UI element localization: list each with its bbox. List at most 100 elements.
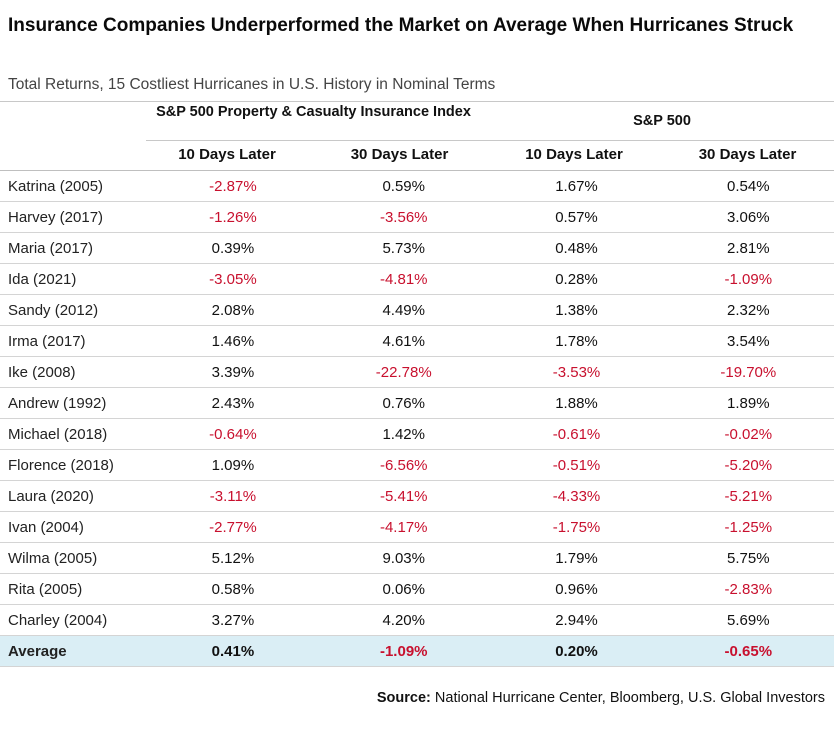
return-cell: -0.64%: [148, 418, 318, 450]
hurricane-name: Katrina (2005): [0, 171, 149, 202]
hurricane-name: Ivan (2004): [0, 511, 149, 543]
return-cell: -19.70%: [662, 356, 834, 388]
return-cell: 1.79%: [490, 542, 663, 574]
returns-table: Katrina (2005) -2.87% 0.59% 1.67% 0.54% Harve…: [0, 171, 834, 667]
return-cell: -0.51%: [490, 449, 663, 481]
source-label: Source:: [376, 690, 431, 706]
average-label: Average: [0, 635, 149, 667]
return-cell: 2.94%: [490, 604, 663, 636]
column-header-insurance-30d: 30 Days Later: [350, 146, 449, 163]
column-header-insurance-10d: 10 Days Later: [178, 146, 276, 163]
hurricane-name: Laura (2020): [0, 480, 149, 512]
return-cell: -4.81%: [317, 263, 491, 295]
hurricane-name: Sandy (2012): [0, 294, 149, 326]
hurricane-name: Irma (2017): [0, 325, 149, 357]
return-cell: -1.75%: [490, 511, 663, 543]
table-row: Ida (2021) -3.05% -4.81% 0.28% -1.09%: [0, 263, 834, 295]
return-cell: -5.20%: [662, 449, 834, 481]
return-cell: -1.09%: [662, 263, 834, 295]
return-cell: 0.39%: [148, 232, 318, 264]
hurricane-name: Harvey (2017): [0, 201, 149, 233]
table-row: Sandy (2012) 2.08% 4.49% 1.38% 2.32%: [0, 294, 834, 326]
return-cell: 9.03%: [317, 542, 491, 574]
top-rule: [0, 101, 834, 102]
return-cell: -3.05%: [148, 263, 318, 295]
return-cell: 5.73%: [317, 232, 491, 264]
return-cell: -6.56%: [317, 449, 491, 481]
return-cell: 0.96%: [490, 573, 663, 605]
return-cell: -5.41%: [317, 480, 491, 512]
chart-subtitle: Total Returns, 15 Costliest Hurricanes i…: [8, 76, 496, 93]
source-text: National Hurricane Center, Bloomberg, U.…: [434, 690, 825, 706]
hurricane-name: Charley (2004): [0, 604, 149, 636]
hurricane-name: Rita (2005): [0, 573, 149, 605]
table-row: Irma (2017) 1.46% 4.61% 1.78% 3.54%: [0, 325, 834, 357]
return-cell: -3.11%: [148, 480, 318, 512]
return-cell: -5.21%: [662, 480, 834, 512]
return-cell: -4.33%: [490, 480, 663, 512]
hurricane-name: Michael (2018): [0, 418, 149, 450]
return-cell: -0.65%: [662, 635, 834, 667]
return-cell: 2.08%: [148, 294, 318, 326]
return-cell: 3.27%: [148, 604, 318, 636]
table-row: Wilma (2005) 5.12% 9.03% 1.79% 5.75%: [0, 542, 834, 574]
table-row: Charley (2004) 3.27% 4.20% 2.94% 5.69%: [0, 604, 834, 636]
hurricane-name: Wilma (2005): [0, 542, 149, 574]
source-note: Source: National Hurricane Center, Bloom…: [377, 690, 825, 706]
return-cell: -2.87%: [148, 171, 318, 202]
return-cell: -22.78%: [317, 356, 491, 388]
return-cell: 3.54%: [662, 325, 834, 357]
return-cell: 1.89%: [662, 387, 834, 419]
hurricane-name: Maria (2017): [0, 232, 149, 264]
group-header-sp500: S&P 500: [633, 113, 691, 129]
column-header-sp500-30d: 30 Days Later: [698, 146, 797, 163]
return-cell: 0.06%: [317, 573, 491, 605]
return-cell: 3.06%: [662, 201, 834, 233]
return-cell: 0.28%: [490, 263, 663, 295]
return-cell: 0.59%: [317, 171, 491, 202]
table-row: Ike (2008) 3.39% -22.78% -3.53% -19.70%: [0, 356, 834, 388]
group-rule: [146, 140, 834, 141]
table-row: Michael (2018) -0.64% 1.42% -0.61% -0.02%: [0, 418, 834, 450]
return-cell: 1.42%: [317, 418, 491, 450]
return-cell: 2.81%: [662, 232, 834, 264]
return-cell: 1.88%: [490, 387, 663, 419]
return-cell: -4.17%: [317, 511, 491, 543]
table-row: Maria (2017) 0.39% 5.73% 0.48% 2.81%: [0, 232, 834, 264]
column-header-sp500-10d: 10 Days Later: [525, 146, 623, 163]
return-cell: 2.43%: [148, 387, 318, 419]
return-cell: 0.57%: [490, 201, 663, 233]
return-cell: 5.75%: [662, 542, 834, 574]
group-header-insurance: S&P 500 Property & Casualty Insurance In…: [156, 104, 471, 120]
hurricane-name: Ida (2021): [0, 263, 149, 295]
header-rule: [0, 170, 834, 171]
return-cell: 1.38%: [490, 294, 663, 326]
return-cell: -0.61%: [490, 418, 663, 450]
return-cell: -2.77%: [148, 511, 318, 543]
table-row: Katrina (2005) -2.87% 0.59% 1.67% 0.54%: [0, 171, 834, 202]
return-cell: 3.39%: [148, 356, 318, 388]
return-cell: -2.83%: [662, 573, 834, 605]
return-cell: 1.78%: [490, 325, 663, 357]
return-cell: 5.69%: [662, 604, 834, 636]
return-cell: 0.76%: [317, 387, 491, 419]
table-row: Ivan (2004) -2.77% -4.17% -1.75% -1.25%: [0, 511, 834, 543]
return-cell: 0.20%: [490, 635, 663, 667]
table-row: Laura (2020) -3.11% -5.41% -4.33% -5.21%: [0, 480, 834, 512]
return-cell: 4.61%: [317, 325, 491, 357]
table-row: Florence (2018) 1.09% -6.56% -0.51% -5.20%: [0, 449, 834, 481]
return-cell: 1.09%: [148, 449, 318, 481]
return-cell: -1.25%: [662, 511, 834, 543]
return-cell: 4.49%: [317, 294, 491, 326]
table-row: Andrew (1992) 2.43% 0.76% 1.88% 1.89%: [0, 387, 834, 419]
return-cell: -1.09%: [317, 635, 491, 667]
return-cell: 0.54%: [662, 171, 834, 202]
return-cell: -3.53%: [490, 356, 663, 388]
table-row: Harvey (2017) -1.26% -3.56% 0.57% 3.06%: [0, 201, 834, 233]
hurricane-name: Andrew (1992): [0, 387, 149, 419]
chart-title: Insurance Companies Underperformed the M…: [8, 15, 794, 36]
return-cell: -3.56%: [317, 201, 491, 233]
table-row: Rita (2005) 0.58% 0.06% 0.96% -2.83%: [0, 573, 834, 605]
return-cell: -1.26%: [148, 201, 318, 233]
return-cell: -0.02%: [662, 418, 834, 450]
